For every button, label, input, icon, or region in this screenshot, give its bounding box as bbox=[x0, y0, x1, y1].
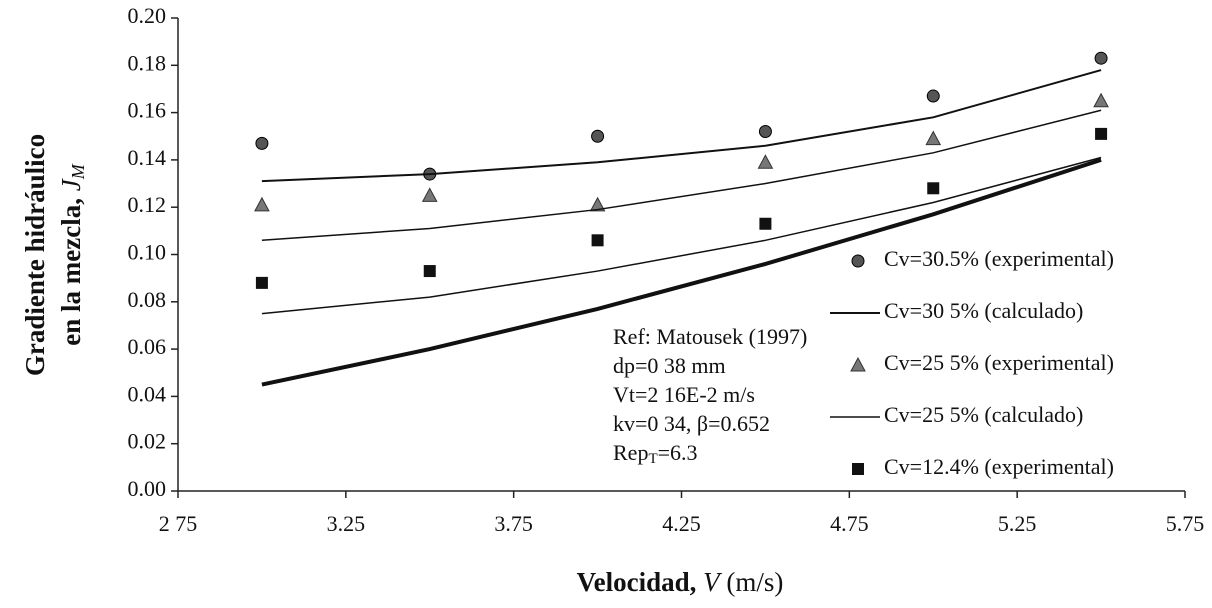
y-tick-label: 0.00 bbox=[128, 476, 167, 501]
y-tick-label: 0.20 bbox=[128, 3, 167, 28]
point bbox=[926, 89, 940, 103]
series-line bbox=[261, 109, 1102, 242]
point bbox=[757, 154, 774, 169]
annotation-part: =6.3 bbox=[658, 440, 698, 465]
y-tick-label: 0.04 bbox=[128, 381, 167, 406]
series-line bbox=[261, 156, 1102, 315]
point bbox=[925, 130, 942, 146]
point bbox=[591, 234, 604, 247]
y-tick-label: 0.02 bbox=[128, 429, 167, 454]
point bbox=[759, 217, 772, 230]
legend-label: Cv=25 5% (calculado) bbox=[884, 402, 1083, 427]
y-tick-label: 0.18 bbox=[128, 50, 167, 75]
y-label-symbol: J bbox=[56, 177, 86, 191]
y-tick-label: 0.06 bbox=[128, 334, 167, 359]
x-tick-label: 2 75 bbox=[159, 511, 198, 536]
legend-marker bbox=[851, 254, 865, 268]
annotation: kv=0 34, β=0.652 bbox=[613, 411, 770, 436]
y-tick-label: 0.08 bbox=[128, 287, 167, 312]
point bbox=[255, 276, 268, 289]
point bbox=[591, 129, 605, 143]
point bbox=[758, 125, 772, 139]
x-tick-label: 5.25 bbox=[998, 511, 1037, 536]
point bbox=[421, 187, 438, 202]
x-label-unit: (m/s) bbox=[720, 567, 784, 597]
point bbox=[1093, 92, 1109, 108]
x-tick-label: 5.75 bbox=[1166, 511, 1205, 536]
legend-label: Cv=30 5% (calculado) bbox=[884, 298, 1083, 323]
y-label-sub: M bbox=[68, 163, 88, 180]
y-axis-label: en la mezcla, JM bbox=[56, 163, 88, 345]
point bbox=[1095, 127, 1108, 140]
legend-marker bbox=[850, 356, 866, 372]
x-label-symbol: V bbox=[703, 567, 723, 597]
annotation: RepT=6.3 bbox=[613, 440, 698, 467]
legend-label: Cv=12.4% (experimental) bbox=[884, 454, 1114, 479]
annotation: Vt=2 16E-2 m/s bbox=[613, 382, 755, 407]
annotation-sub: T bbox=[648, 451, 657, 467]
y-tick-label: 0.14 bbox=[128, 145, 167, 170]
y-label-line: Gradiente hidráulico bbox=[20, 134, 50, 376]
x-tick-label: 4.75 bbox=[830, 511, 869, 536]
point bbox=[255, 136, 269, 150]
point bbox=[589, 196, 606, 212]
series-line bbox=[261, 157, 1102, 387]
point bbox=[254, 196, 270, 212]
x-tick-label: 3.25 bbox=[327, 511, 366, 536]
point bbox=[927, 182, 940, 195]
y-tick-label: 0.10 bbox=[128, 240, 167, 265]
x-tick-label: 4.25 bbox=[662, 511, 701, 536]
point bbox=[1094, 51, 1108, 65]
y-tick-label: 0.16 bbox=[128, 98, 167, 123]
y-axis-label: Gradiente hidráulico bbox=[20, 134, 50, 376]
x-tick-label: 3.75 bbox=[494, 511, 533, 536]
x-axis-label: Velocidad, V (m/s) bbox=[577, 567, 784, 597]
y-label-line: en la mezcla, bbox=[56, 191, 86, 345]
legend-label: Cv=30.5% (experimental) bbox=[884, 246, 1114, 271]
annotation: dp=0 38 mm bbox=[613, 353, 726, 378]
y-tick-label: 0.12 bbox=[128, 192, 167, 217]
x-label-text: Velocidad, bbox=[577, 567, 704, 597]
annotation: Ref: Matousek (1997) bbox=[613, 324, 807, 349]
series-line bbox=[261, 69, 1102, 183]
legend-label: Cv=25 5% (experimental) bbox=[884, 350, 1114, 375]
legend-marker bbox=[852, 463, 864, 475]
point bbox=[423, 265, 436, 278]
annotation-part: Rep bbox=[613, 440, 648, 465]
